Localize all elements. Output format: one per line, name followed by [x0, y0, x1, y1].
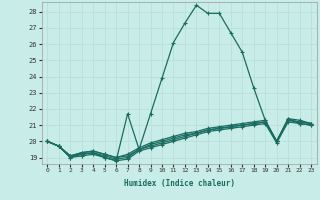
X-axis label: Humidex (Indice chaleur): Humidex (Indice chaleur): [124, 179, 235, 188]
